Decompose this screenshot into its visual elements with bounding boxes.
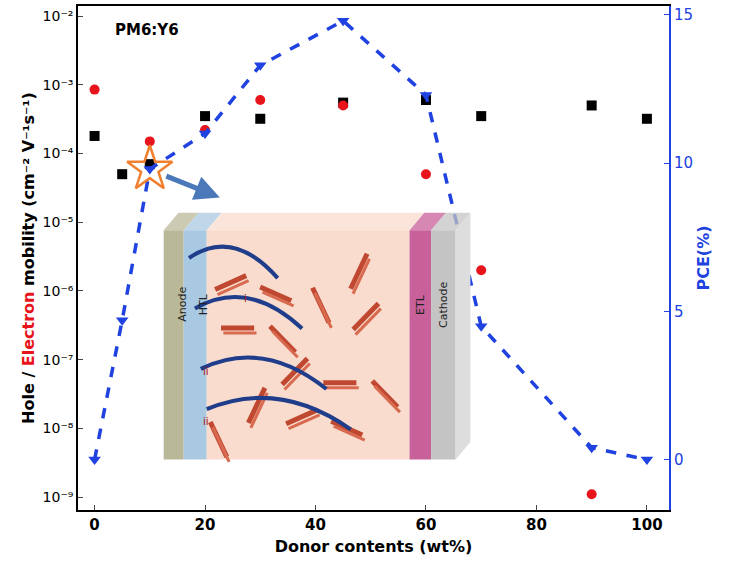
svg-text:10⁻⁸: 10⁻⁸ xyxy=(43,420,74,436)
svg-text:PM6:Y6: PM6:Y6 xyxy=(115,21,179,39)
svg-text:80: 80 xyxy=(526,516,547,534)
svg-text:40: 40 xyxy=(305,516,326,534)
svg-text:10⁻⁵: 10⁻⁵ xyxy=(43,214,74,230)
svg-text:Cathode: Cathode xyxy=(437,282,450,328)
svg-text:10⁻⁶: 10⁻⁶ xyxy=(43,283,74,299)
svg-text:10⁻³: 10⁻³ xyxy=(43,77,74,93)
svg-text:ETL: ETL xyxy=(414,294,427,315)
svg-text:100: 100 xyxy=(631,516,662,534)
svg-text:0: 0 xyxy=(674,451,684,469)
svg-text:0: 0 xyxy=(89,516,99,534)
svg-text:15: 15 xyxy=(674,6,693,24)
svg-text:10: 10 xyxy=(674,154,693,172)
svg-text:10⁻⁹: 10⁻⁹ xyxy=(43,489,74,505)
svg-text:60: 60 xyxy=(416,516,437,534)
svg-text:PCE(%): PCE(%) xyxy=(694,225,713,290)
svg-text:5: 5 xyxy=(674,303,684,321)
svg-text:10⁻²: 10⁻² xyxy=(43,8,74,24)
svg-text:Anode: Anode xyxy=(176,287,189,322)
svg-text:10⁻⁴: 10⁻⁴ xyxy=(43,145,74,161)
svg-text:HTL: HTL xyxy=(197,293,210,315)
svg-text:20: 20 xyxy=(195,516,216,534)
svg-text:Hole / Electron mobility (cm⁻²: Hole / Electron mobility (cm⁻² V⁻¹s⁻¹) xyxy=(19,92,38,424)
svg-text:ii: ii xyxy=(203,366,209,377)
svg-text:10⁻⁷: 10⁻⁷ xyxy=(43,352,74,368)
svg-text:i: i xyxy=(244,293,247,304)
svg-text:Donor contents (wt%): Donor contents (wt%) xyxy=(275,537,473,556)
svg-text:ii: ii xyxy=(203,416,209,427)
